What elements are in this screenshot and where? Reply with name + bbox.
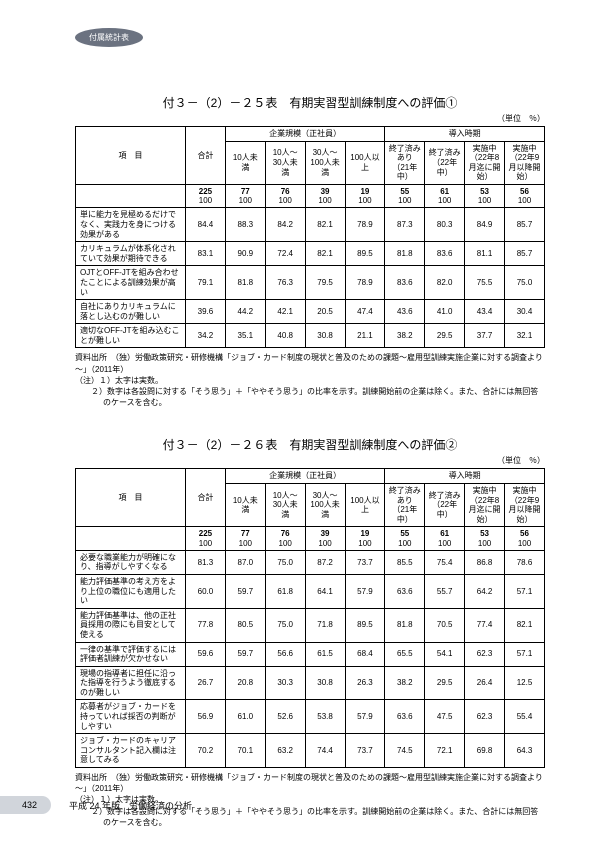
table-row: ジョブ・カードのキャリアコンサルタント記入欄は注意してみる70.270.163.…	[76, 734, 545, 768]
table2-title: 付３－（2）－２６表 有期実習型訓練制度への評価②	[75, 436, 545, 453]
table1-unit: （単位 ％）	[75, 113, 545, 124]
table-row: 必要な職業能力が明確になり、指導がしやすくなる81.387.075.087.27…	[76, 550, 545, 574]
table-row: 能力評価基準の考え方をより上位の職位にも適用したい60.059.761.864.…	[76, 574, 545, 608]
page-content: 付３－（2）－２５表 有期実習型訓練制度への評価① （単位 ％） 項 目合計企業…	[75, 90, 545, 828]
table-row: カリキュラムが体系化されていて効果が期待できる83.190.972.482.18…	[76, 242, 545, 266]
table-row: 一律の基準で評価するには評価者訓練が欠かせない59.659.756.661.56…	[76, 642, 545, 666]
table-row: 自社にありカリキュラムに落とし込むのが難しい39.644.242.120.547…	[76, 300, 545, 324]
table-row: 能力評価基準は、他の正社員採用の際にも目安として使える77.880.575.07…	[76, 608, 545, 642]
table-row: 応募者がジョブ・カードを持っていれば採否の判断がしやすい56.961.052.6…	[76, 700, 545, 734]
footer-text: 平成 24 年版 労働経済の分析	[69, 799, 192, 812]
table-row: 適切なOFF-JTを組み込むことが難しい34.235.140.830.821.1…	[76, 324, 545, 348]
table-row: 現場の指導者に担任に沿った指導を行うよう徹底するのが難しい26.720.830.…	[76, 666, 545, 700]
table2: 項 目合計企業規模（正社員）導入時期10人未満10人～30人未満30人～100人…	[75, 468, 545, 768]
table-row: 単に能力を見極めるだけでなく、実践力を身につける効果がある84.488.384.…	[76, 208, 545, 242]
note: ２）数字は各設問に対する「そう思う」＋「ややそう思う」の比率を示す。訓練開始前の…	[75, 386, 545, 408]
note: （注）１）太字は実数。	[75, 375, 545, 386]
section-badge: 付属統計表	[75, 28, 143, 47]
table-row: OJTとOFF-JTを組み合わせたことによる訓練効果が高い79.181.876.…	[76, 266, 545, 300]
table1-title: 付３－（2）－２５表 有期実習型訓練制度への評価①	[75, 94, 545, 111]
table2-unit: （単位 ％）	[75, 455, 545, 466]
page-number: 432	[0, 796, 51, 814]
table1: 項 目合計企業規模（正社員）導入時期10人未満10人～30人未満30人～100人…	[75, 126, 545, 348]
table1-source: 資料出所 （独）労働政策研究・研修機構「ジョブ・カード制度の現状と普及のための課…	[75, 352, 545, 374]
table2-source: 資料出所 （独）労働政策研究・研修機構「ジョブ・カード制度の現状と普及のための課…	[75, 772, 545, 794]
footer: 432 平成 24 年版 労働経済の分析	[0, 796, 192, 814]
